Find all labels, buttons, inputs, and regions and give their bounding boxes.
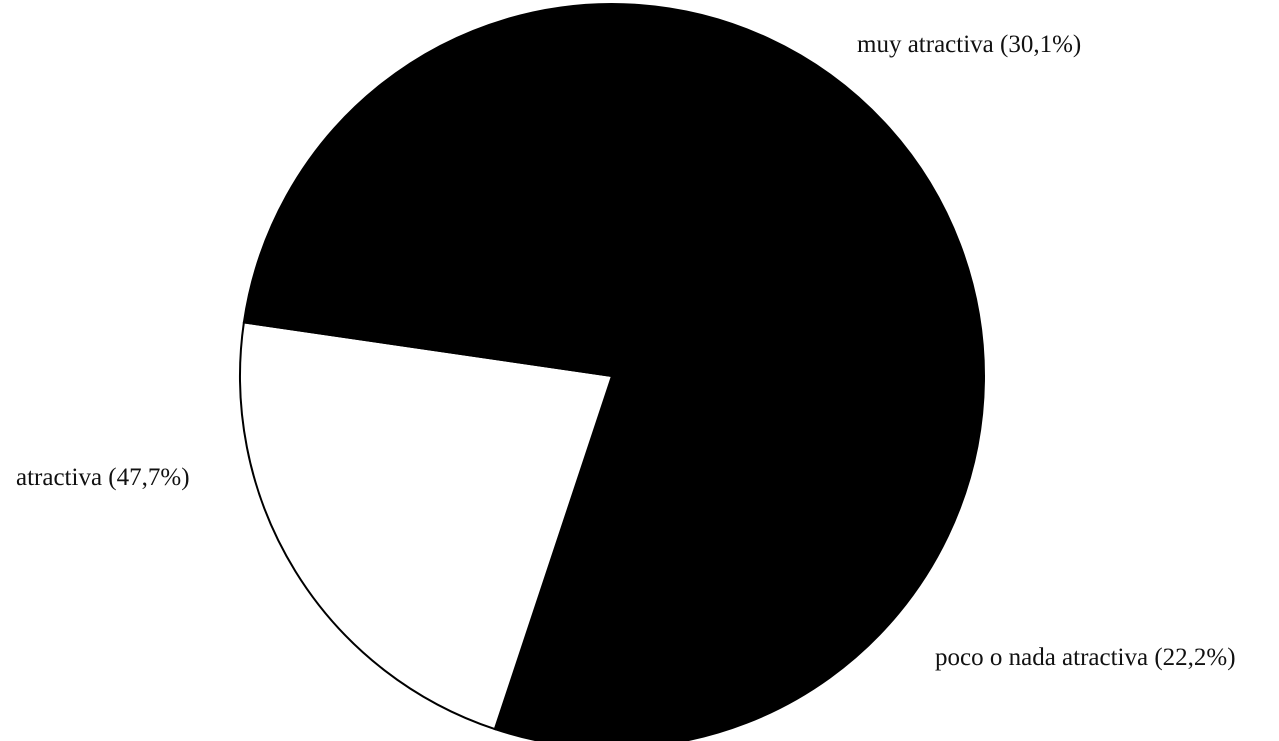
- slice-label-atractiva: atractiva (47,7%): [16, 464, 190, 491]
- pie-slice-0: [493, 375, 986, 741]
- slice-label-muy-atractiva: muy atractiva (30,1%): [857, 31, 1081, 58]
- pie-slices: [239, 3, 986, 741]
- pie-slice-2: [242, 3, 986, 377]
- pie-slice-1: [239, 321, 614, 731]
- slice-label-poco-o-nada-atractiva: poco o nada atractiva (22,2%): [935, 644, 1236, 671]
